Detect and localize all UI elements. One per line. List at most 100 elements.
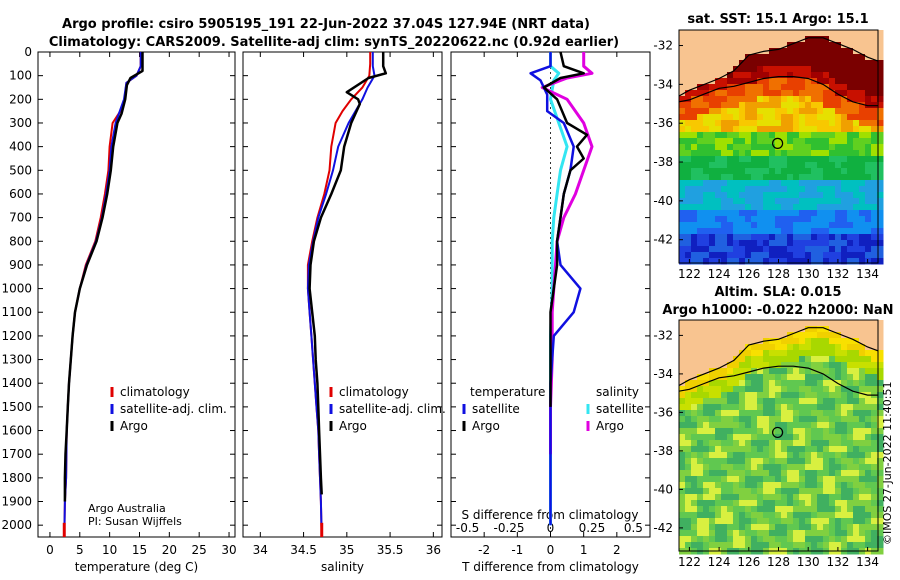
sla-cell <box>859 368 866 375</box>
sla-cell <box>811 422 818 429</box>
sst-cell <box>871 138 878 145</box>
sla-cell <box>871 380 878 387</box>
sla-cell <box>727 320 734 327</box>
sla-cell <box>733 518 740 525</box>
sla-cell <box>775 398 782 405</box>
sst-cell <box>817 234 824 241</box>
sla-cell <box>775 404 782 411</box>
sst-cell <box>727 228 734 235</box>
sst-cell <box>859 162 866 169</box>
sst-cell <box>697 156 704 163</box>
sla-cell <box>703 542 710 549</box>
sst-cell <box>685 42 692 49</box>
plot-frame <box>242 51 443 538</box>
sst-cell <box>685 36 692 43</box>
sst-cell <box>757 132 764 139</box>
sla-cell <box>691 470 698 477</box>
sla-cell <box>865 374 872 381</box>
sst-cell <box>775 186 782 193</box>
sla-cell <box>823 422 830 429</box>
sst-cell <box>817 222 824 229</box>
sla-cell <box>739 506 746 513</box>
sst-cell <box>823 120 830 127</box>
sla-cell <box>829 344 836 351</box>
legend-label: satellite-adj. clim. <box>339 402 446 416</box>
legend-label: climatology <box>120 385 190 399</box>
sst-cell <box>727 78 734 85</box>
sst-cell <box>793 138 800 145</box>
sst-cell <box>751 84 758 91</box>
sst-cell <box>823 72 830 79</box>
sla-cell <box>799 470 806 477</box>
sst-cell <box>793 126 800 133</box>
sst-cell <box>775 138 782 145</box>
sst-cell <box>721 168 728 175</box>
sst-cell <box>775 48 782 55</box>
sst-cell <box>727 126 734 133</box>
sla-cell <box>799 452 806 459</box>
sst-cell <box>769 204 776 211</box>
x-tick-label: -2 <box>478 543 490 557</box>
sst-cell <box>691 120 698 127</box>
sla-cell <box>781 416 788 423</box>
sst-cell <box>757 180 764 187</box>
sla-cell <box>715 404 722 411</box>
sst-cell <box>853 108 860 115</box>
sst-cell <box>769 42 776 49</box>
sla-cell <box>811 476 818 483</box>
sst-cell <box>787 138 794 145</box>
sla-cell <box>871 326 878 333</box>
sla-cell <box>715 386 722 393</box>
sst-cell <box>757 216 764 223</box>
sla-cell <box>745 458 752 465</box>
sst-cell <box>799 66 806 73</box>
sst-cell <box>871 246 878 253</box>
sst-cell <box>829 186 836 193</box>
sst-cell <box>835 210 842 217</box>
sst-cell <box>691 174 698 181</box>
sst-cell <box>685 228 692 235</box>
sst-cell <box>817 192 824 199</box>
sla-cell <box>859 404 866 411</box>
sla-cell <box>799 488 806 495</box>
x-tick-label: 0 <box>547 543 555 557</box>
sst-cell <box>745 162 752 169</box>
sla-cell <box>721 488 728 495</box>
sla-cell <box>787 470 794 477</box>
sla-cell <box>739 434 746 441</box>
sst-cell <box>841 144 848 151</box>
sla-cell <box>685 410 692 417</box>
sla-cell <box>787 512 794 519</box>
sst-cell <box>799 138 806 145</box>
sla-cell <box>877 482 884 489</box>
sla-cell <box>727 404 734 411</box>
sst-cell <box>853 150 860 157</box>
sst-cell <box>829 144 836 151</box>
sla-cell <box>697 524 704 531</box>
sla-cell <box>703 488 710 495</box>
sst-cell <box>727 240 734 247</box>
y-tick-label: 1500 <box>1 400 32 414</box>
sla-cell <box>793 476 800 483</box>
sla-cell <box>859 464 866 471</box>
sla-cell <box>853 446 860 453</box>
sla-cell <box>859 356 866 363</box>
sla-cell <box>877 470 884 477</box>
sla-cell <box>751 380 758 387</box>
sla-cell <box>751 326 758 333</box>
sla-cell <box>715 470 722 477</box>
sla-cell <box>685 500 692 507</box>
sst-cell <box>787 174 794 181</box>
sla-cell <box>697 338 704 345</box>
sst-cell <box>733 150 740 157</box>
sst-cell <box>685 234 692 241</box>
sst-cell <box>745 126 752 133</box>
sla-cell <box>823 386 830 393</box>
sst-cell <box>853 240 860 247</box>
sst-cell <box>781 48 788 55</box>
sst-cell <box>853 162 860 169</box>
sla-cell <box>679 518 686 525</box>
sla-cell <box>745 380 752 387</box>
sla-cell <box>781 470 788 477</box>
sla-cell <box>727 344 734 351</box>
